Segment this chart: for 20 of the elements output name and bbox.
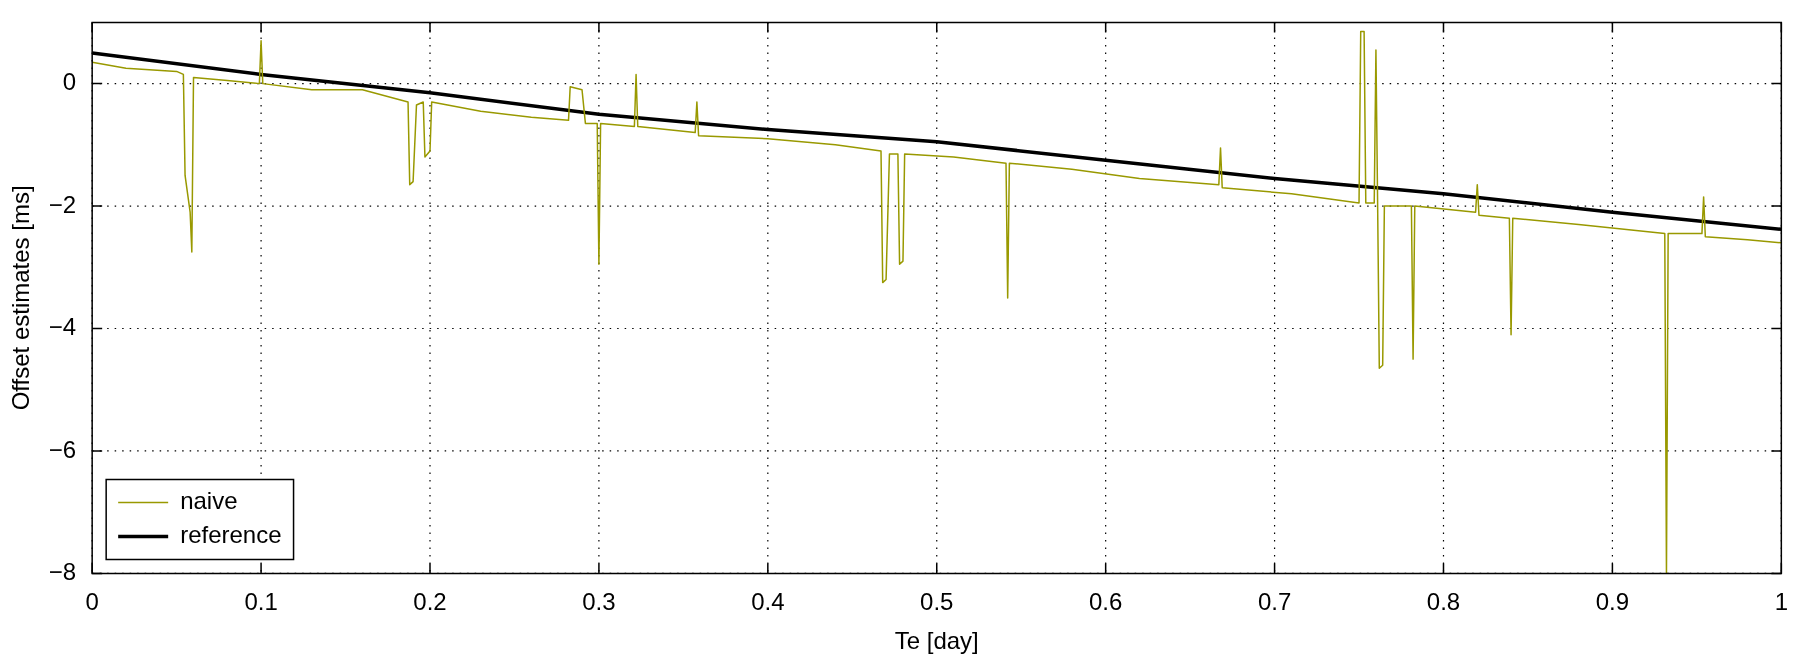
legend-label: reference — [180, 521, 282, 549]
x-tick-label: 0.5 — [920, 588, 954, 616]
y-tick-label: 0 — [62, 68, 77, 96]
legend-label: naive — [180, 487, 238, 515]
y-tick-label: −4 — [48, 313, 77, 341]
y-tick-label: −8 — [48, 558, 77, 586]
y-tick-label: −2 — [48, 190, 77, 218]
x-tick-label: 0.2 — [413, 588, 447, 616]
x-axis-title: Te [day] — [894, 627, 979, 655]
x-tick-label: 0.4 — [751, 588, 785, 616]
x-tick-label: 0.9 — [1595, 588, 1630, 616]
x-tick-label: 0.1 — [244, 588, 278, 616]
y-axis-title: Offset estimates [ms] — [7, 185, 35, 411]
y-tick-label: −6 — [48, 435, 77, 463]
x-tick-label: 0.7 — [1257, 588, 1292, 616]
x-tick-label: 0 — [85, 588, 99, 616]
x-tick-label: 1 — [1774, 588, 1789, 616]
x-tick-label: 0.6 — [1088, 588, 1123, 616]
x-tick-label: 0.8 — [1426, 588, 1461, 616]
x-tick-label: 0.3 — [582, 588, 616, 616]
